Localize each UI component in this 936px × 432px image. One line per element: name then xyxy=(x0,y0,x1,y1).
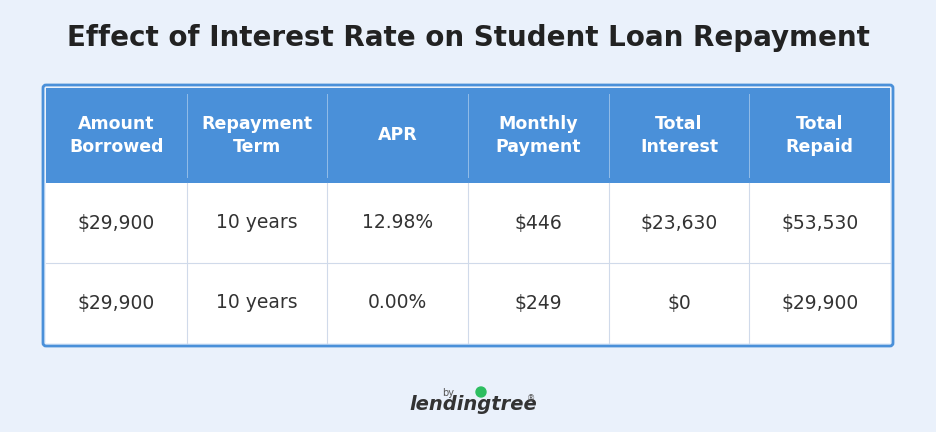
Text: APR: APR xyxy=(378,127,417,144)
Text: lendingtree: lendingtree xyxy=(409,394,537,413)
Text: $29,900: $29,900 xyxy=(78,213,155,232)
Text: $23,630: $23,630 xyxy=(640,213,718,232)
Text: $53,530: $53,530 xyxy=(781,213,858,232)
Text: $29,900: $29,900 xyxy=(78,293,155,312)
Text: Repayment
Term: Repayment Term xyxy=(201,115,313,156)
Text: Amount
Borrowed: Amount Borrowed xyxy=(69,115,164,156)
Text: ®: ® xyxy=(527,394,535,403)
Text: by: by xyxy=(442,388,454,398)
Text: $0: $0 xyxy=(667,293,691,312)
Text: 12.98%: 12.98% xyxy=(362,213,433,232)
Circle shape xyxy=(476,387,486,397)
Text: 10 years: 10 years xyxy=(216,213,298,232)
Text: 0.00%: 0.00% xyxy=(368,293,428,312)
Text: Monthly
Payment: Monthly Payment xyxy=(495,115,581,156)
Text: $446: $446 xyxy=(515,213,563,232)
Text: Total
Interest: Total Interest xyxy=(640,115,718,156)
Text: Effect of Interest Rate on Student Loan Repayment: Effect of Interest Rate on Student Loan … xyxy=(66,24,870,52)
Bar xyxy=(46,263,890,343)
Text: Total
Repaid: Total Repaid xyxy=(785,115,854,156)
Text: $29,900: $29,900 xyxy=(781,293,858,312)
Text: $249: $249 xyxy=(515,293,563,312)
Text: 10 years: 10 years xyxy=(216,293,298,312)
Bar xyxy=(46,88,890,183)
Bar xyxy=(46,183,890,263)
